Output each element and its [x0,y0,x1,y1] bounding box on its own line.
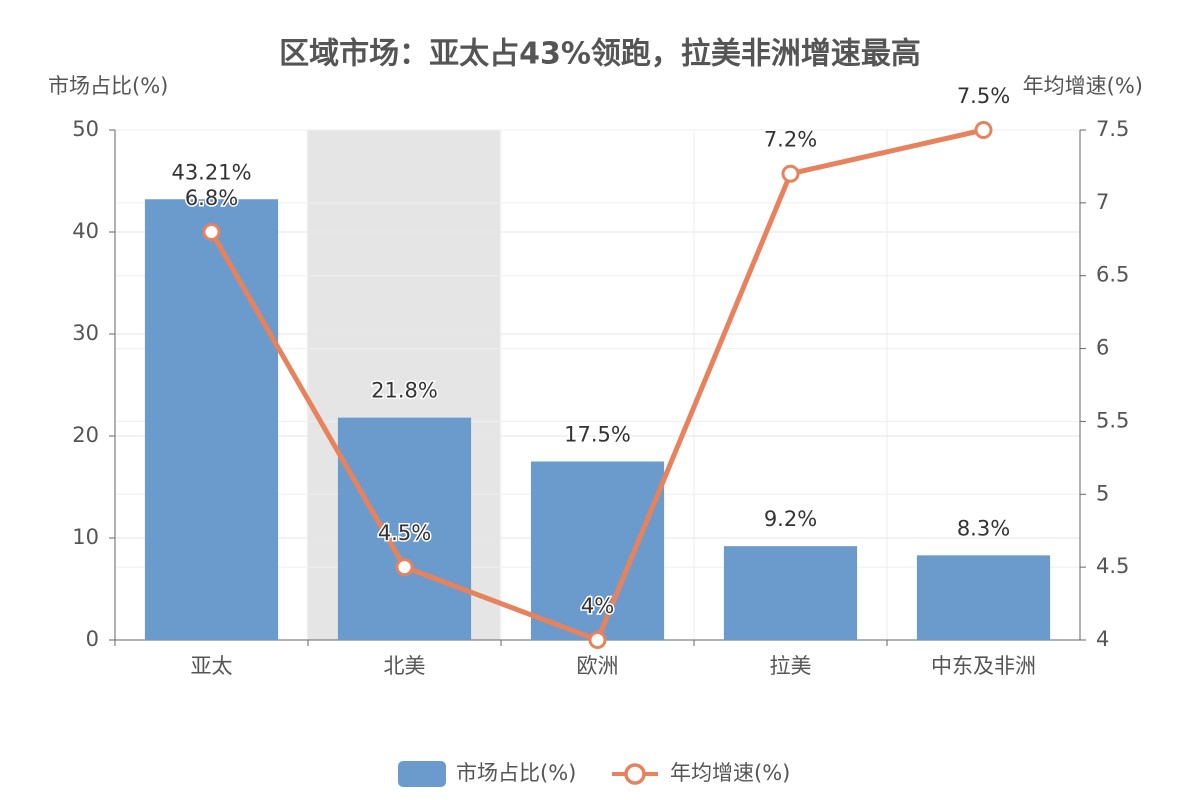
legend-label: 年均增速(%) [670,761,790,785]
y-tick-label: 50 [72,117,99,141]
bar [723,546,858,640]
y2-tick-label: 4.5 [1096,554,1129,578]
y2-axis-label: 年均增速(%) [1023,74,1143,98]
legend-label: 市场占比(%) [456,761,576,785]
bar [530,461,665,640]
y2-tick-label: 5.5 [1096,408,1129,432]
bar-value-label: 8.3% [957,516,1010,540]
line-marker [395,558,414,577]
line-value-label: 7.2% [764,128,817,152]
y-tick-label: 20 [72,423,99,447]
bar-value-label: 21.8% [371,379,438,403]
legend-swatch [624,763,646,785]
bar-value-label: 43.21% [171,160,251,184]
y2-tick-label: 7 [1096,190,1109,214]
line-value-label: 7.5% [957,84,1010,108]
y-axis-label: 市场占比(%) [48,74,168,98]
x-tick-label: 欧洲 [577,654,619,678]
bar [337,417,472,640]
bar-value-label: 9.2% [764,507,817,531]
bar-value-label: 17.5% [564,423,631,447]
y-tick-label: 0 [86,627,99,651]
chart-title: 区域市场：亚太占43%领跑，拉美非洲增速最高 [279,37,921,72]
bar [144,199,279,640]
line-marker [781,164,800,183]
line-marker [588,631,607,649]
y-tick-label: 40 [72,219,99,243]
line-marker [202,223,221,241]
line-value-label: 6.8% [185,186,238,210]
y2-tick-label: 7.5 [1096,117,1129,141]
line-value-label: 4.5% [378,521,431,545]
y2-tick-label: 6.5 [1096,263,1129,287]
x-tick-label: 亚太 [191,654,233,678]
bar [916,555,1051,640]
y-tick-label: 10 [72,525,99,549]
x-tick-label: 北美 [384,654,426,678]
line-marker [974,121,993,139]
x-tick-label: 拉美 [770,654,812,678]
line-value-label: 4% [581,594,614,618]
y2-tick-label: 5 [1096,481,1109,505]
legend-swatch [398,761,446,787]
y-tick-label: 30 [72,321,99,345]
y2-tick-label: 6 [1096,336,1109,360]
y2-tick-label: 4 [1096,627,1109,651]
x-tick-label: 中东及非洲 [931,654,1036,678]
